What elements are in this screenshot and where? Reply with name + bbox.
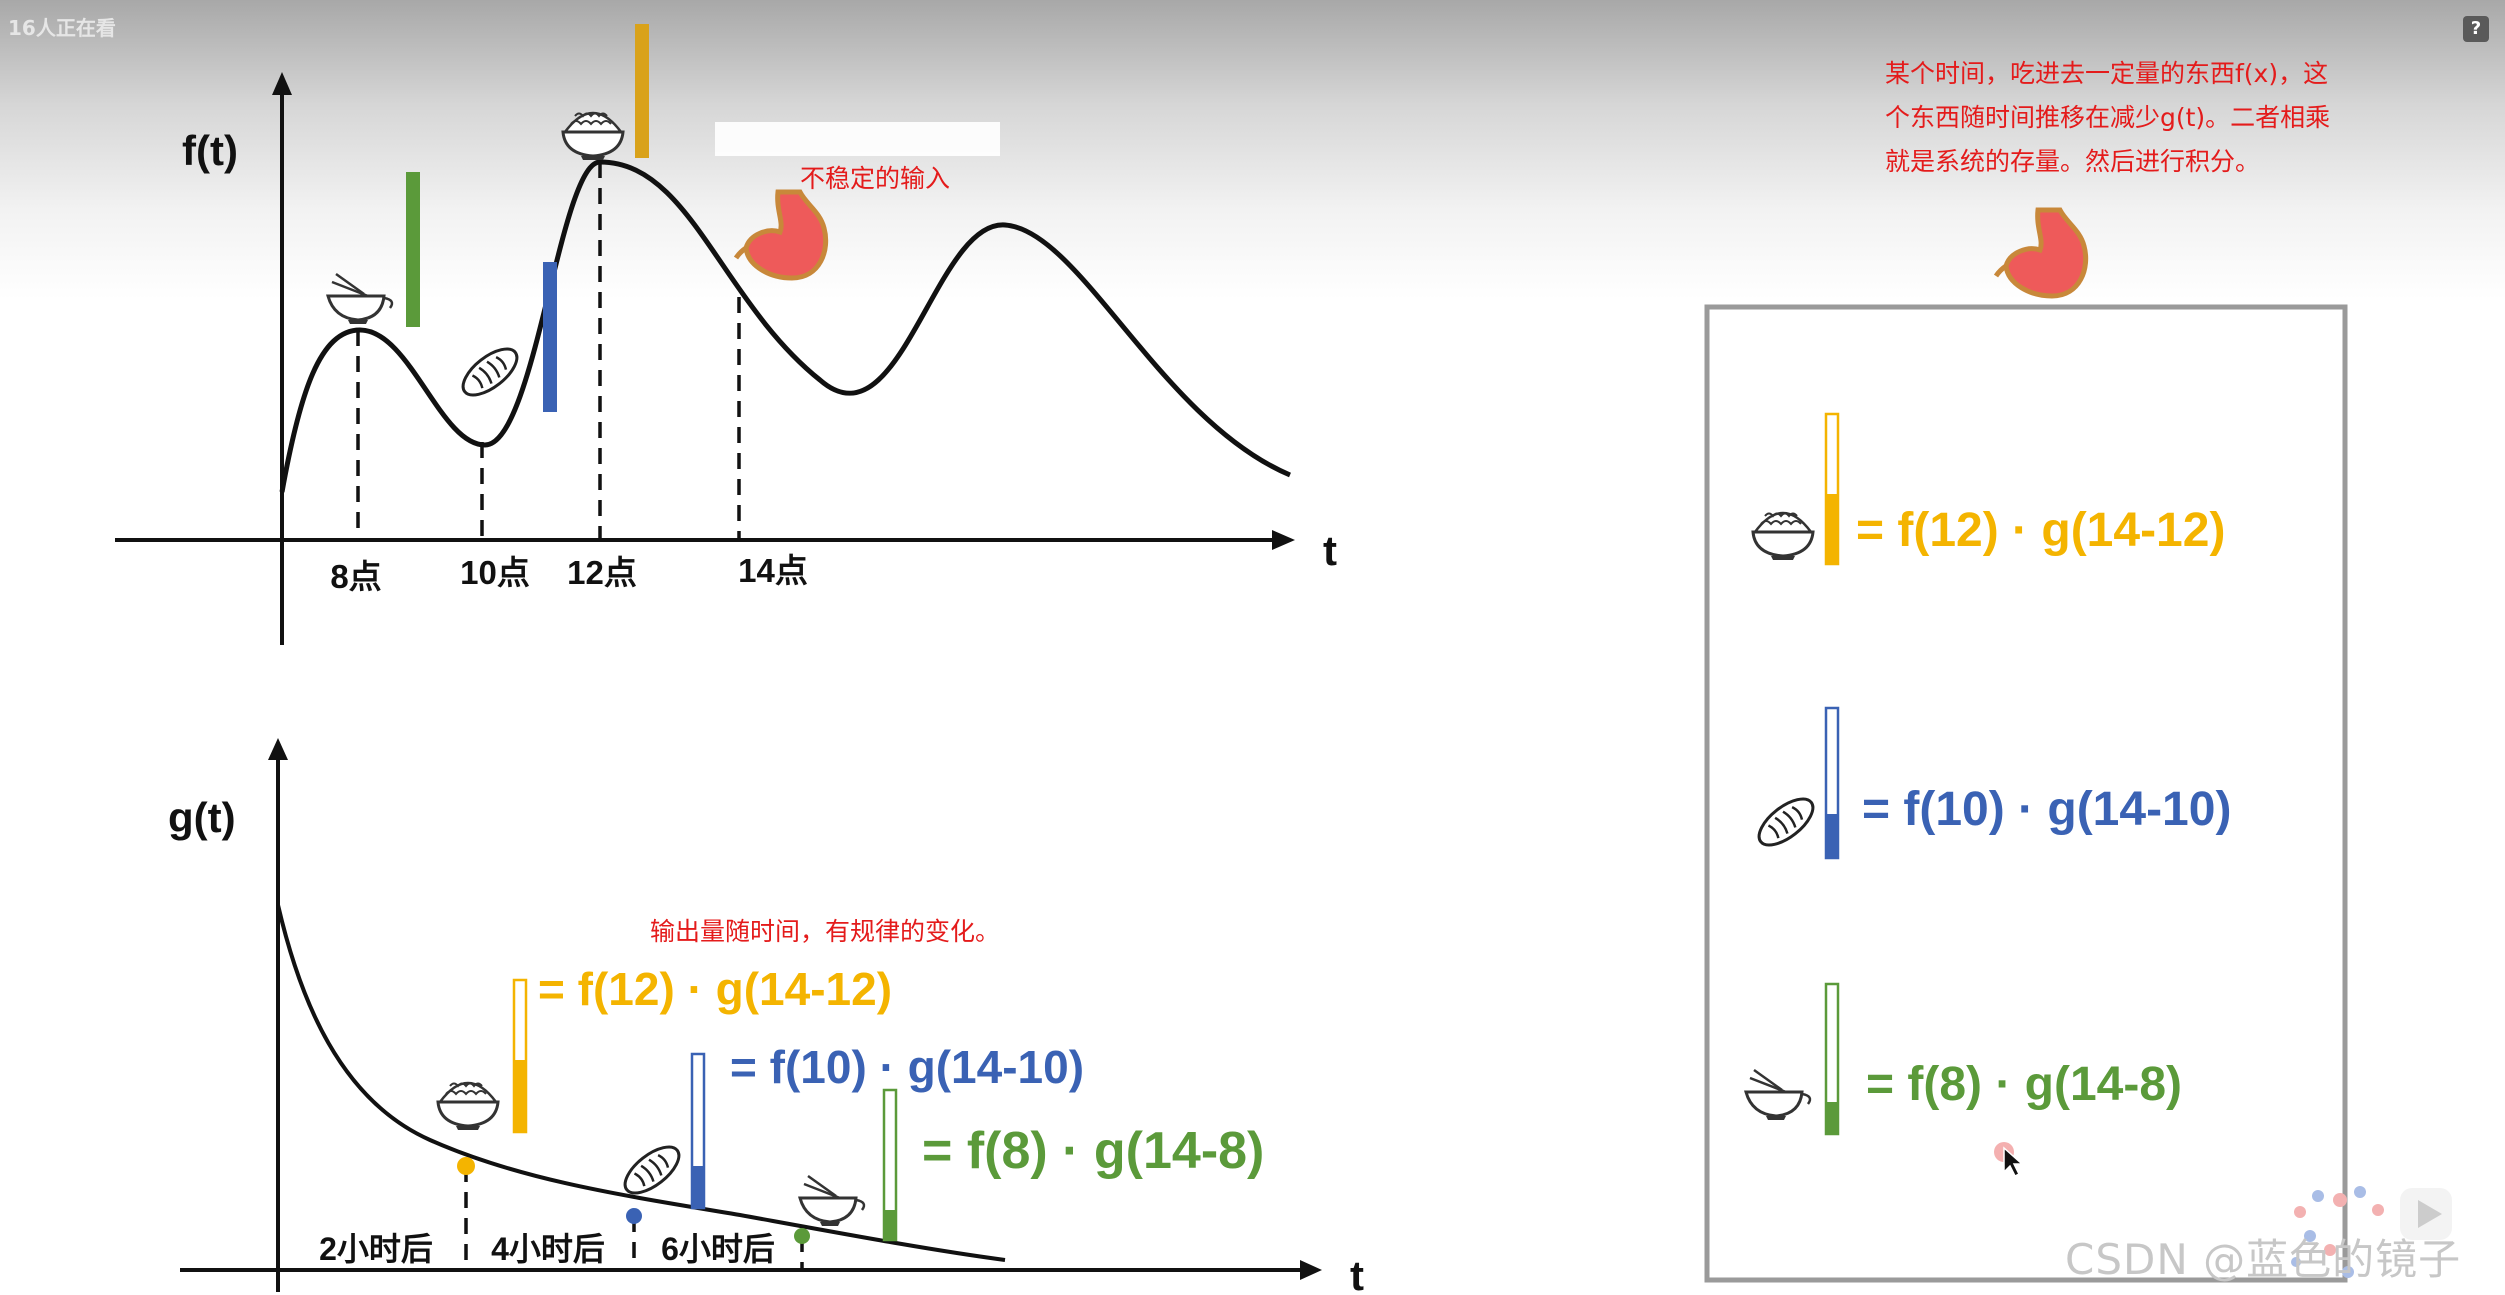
stomach-description: 某个时间，吃进去一定量的东西f(x)，这 个东西随时间推移在减少g(t)。二者相… bbox=[1885, 52, 2330, 184]
blue-input-bar bbox=[543, 262, 557, 412]
box-green-fill bbox=[1826, 1102, 1838, 1134]
description-line: 就是系统的存量。然后进行积分。 bbox=[1885, 147, 2261, 176]
tick-6h: 6小时后 bbox=[661, 1231, 775, 1267]
rice-bowl-icon bbox=[436, 1081, 500, 1132]
box-eq-noodle: = f(8) · g(14-8) bbox=[1866, 1058, 2182, 1111]
unstable-input-note: 不稳定的输入 bbox=[800, 164, 950, 193]
noodle-bowl-icon bbox=[326, 272, 394, 326]
top-x-label: t bbox=[1323, 527, 1337, 574]
point-2h bbox=[457, 1157, 475, 1175]
blue-level-fill bbox=[692, 1166, 704, 1208]
output-note: 输出量随时间，有规律的变化。 bbox=[650, 917, 1000, 946]
yellow-input-bar bbox=[635, 24, 649, 158]
bread-icon bbox=[454, 338, 526, 406]
tick-2h: 2小时后 bbox=[319, 1231, 433, 1267]
box-yellow-fill bbox=[1826, 494, 1838, 564]
green-level-fill bbox=[884, 1210, 896, 1240]
viewer-count: 16人正在看 bbox=[8, 16, 116, 40]
play-icon bbox=[2400, 1188, 2452, 1240]
stomach-icon bbox=[736, 192, 826, 278]
green-input-bar bbox=[406, 172, 420, 327]
bottom-x-label: t bbox=[1350, 1252, 1364, 1295]
bottom-chart: g(t) t 2小时后 4小时后 6小时后 输出量随时间，有规律的变化。 = f… bbox=[168, 738, 1364, 1295]
box-eq-rice: = f(12) · g(14-12) bbox=[1856, 504, 2225, 557]
rice-bowl-icon bbox=[561, 111, 625, 162]
tick-14: 14点 bbox=[738, 552, 808, 589]
bottom-eq-noodle: = f(8) · g(14-8) bbox=[922, 1122, 1264, 1180]
point-4h bbox=[626, 1208, 642, 1224]
bottom-eq-bread: = f(10) · g(14-10) bbox=[730, 1041, 1084, 1093]
bottom-y-label: g(t) bbox=[168, 794, 236, 841]
yellow-level-fill bbox=[514, 1060, 526, 1132]
point-6h bbox=[794, 1228, 810, 1244]
bottom-y-arrow bbox=[268, 738, 288, 760]
description-line: 个东西随时间推移在减少g(t)。二者相乘 bbox=[1885, 103, 2331, 132]
bottom-x-arrow bbox=[1300, 1260, 1322, 1280]
description-line: 某个时间，吃进去一定量的东西f(x)，这 bbox=[1885, 59, 2329, 88]
top-x-arrow bbox=[1272, 530, 1295, 550]
bread-icon bbox=[616, 1136, 688, 1204]
stomach-container bbox=[1704, 304, 2348, 1283]
f-curve bbox=[279, 159, 1291, 493]
stomach-box: = f(12) · g(14-12) = f(10) · g(14-10) = … bbox=[1704, 210, 2452, 1283]
decorative-dots bbox=[2291, 1186, 2384, 1278]
top-y-arrow bbox=[272, 72, 292, 95]
box-blue-fill bbox=[1826, 814, 1838, 858]
blurred-text-patch bbox=[715, 122, 1000, 156]
tick-12: 12点 bbox=[567, 554, 637, 591]
stomach-icon bbox=[1996, 210, 2086, 296]
noodle-bowl-icon bbox=[798, 1174, 866, 1228]
help-icon[interactable]: ? bbox=[2463, 16, 2489, 42]
box-eq-bread: = f(10) · g(14-10) bbox=[1862, 783, 2231, 836]
tick-8: 8点 bbox=[330, 558, 381, 595]
tick-10: 10点 bbox=[460, 554, 530, 591]
cursor-icon bbox=[1994, 1142, 2024, 1178]
top-chart: f(t) t 8点 10点 12点 14点 不稳定的输入 bbox=[115, 24, 1337, 645]
top-y-label: f(t) bbox=[182, 127, 238, 174]
tick-4h: 4小时后 bbox=[491, 1231, 605, 1267]
bottom-eq-rice: = f(12) · g(14-12) bbox=[538, 963, 892, 1015]
csdn-watermark: CSDN @蓝色的镜子 bbox=[2065, 1235, 2462, 1284]
g-curve bbox=[276, 904, 1006, 1262]
